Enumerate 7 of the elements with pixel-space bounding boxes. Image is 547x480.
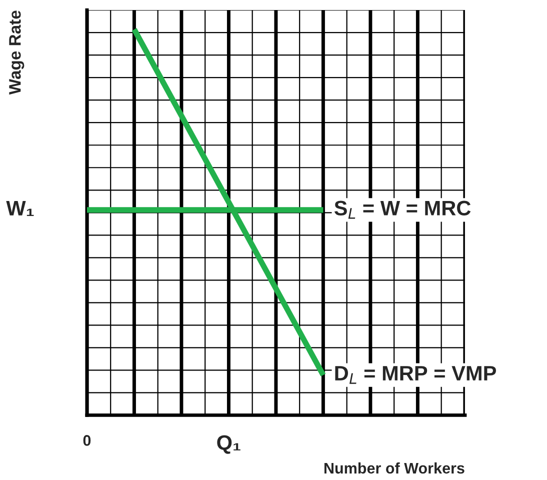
x-axis-title: Number of Workers <box>324 462 464 474</box>
annotation: W₁ <box>6 200 34 216</box>
x-tick-label: 0 <box>83 435 91 446</box>
series-label: D$_{L}$ = MRP = VMP <box>335 366 496 384</box>
series-label: S$_{L}$ = W = MRC <box>334 200 471 219</box>
y-axis-title: Wage Rate <box>9 10 24 95</box>
x-tick-label: Q₁ <box>217 435 240 454</box>
